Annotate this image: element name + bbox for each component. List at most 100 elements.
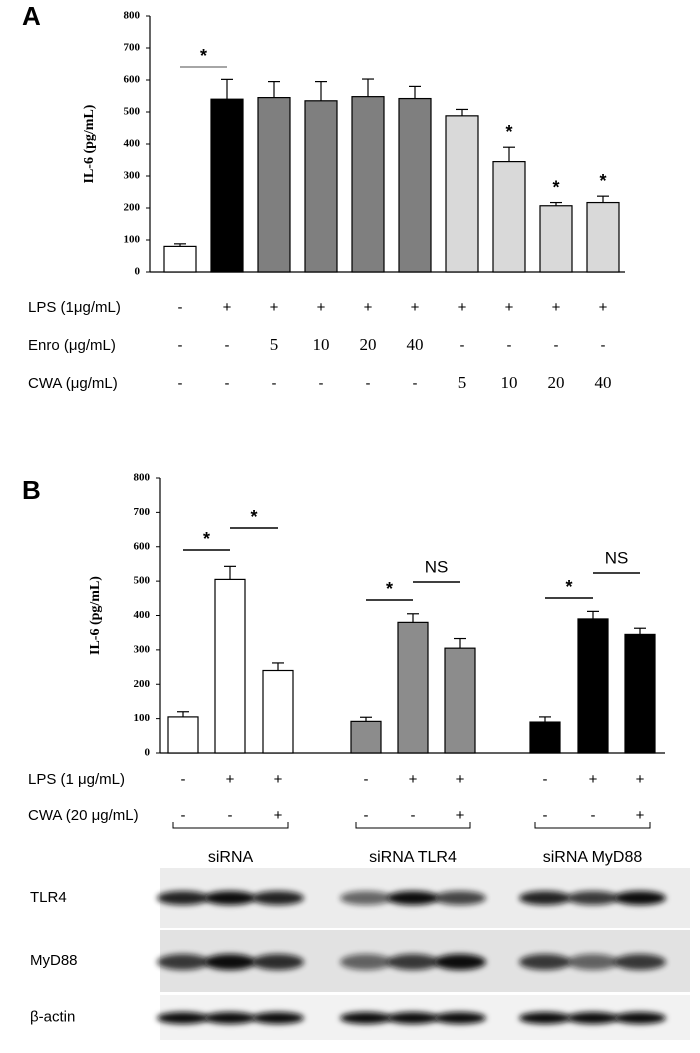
y-tick-label: 700 — [124, 42, 141, 54]
condition-value: - — [319, 375, 324, 392]
significance-mark: * — [250, 507, 257, 527]
condition-value: - — [364, 807, 369, 824]
condition-value: - — [272, 375, 277, 392]
blot-band — [340, 1012, 392, 1024]
group-label: siRNA — [208, 849, 254, 866]
blot-band — [614, 954, 666, 970]
condition-value: + — [636, 807, 645, 824]
significance-mark: * — [505, 122, 512, 142]
significance-mark: * — [200, 46, 207, 66]
y-tick-label: 100 — [134, 712, 151, 724]
blot-band — [252, 954, 304, 970]
blot-label: MyD88 — [30, 952, 78, 969]
blot-band — [567, 891, 619, 905]
y-tick-label: 100 — [124, 234, 141, 246]
condition-value: - — [228, 807, 233, 824]
condition-value: 5 — [458, 373, 467, 392]
y-tick-label: 0 — [145, 747, 151, 759]
condition-value: 10 — [501, 373, 518, 392]
y-tick-label: 400 — [124, 138, 141, 150]
condition-value: + — [458, 299, 467, 316]
y-tick-label: 800 — [134, 472, 151, 484]
panel-label: B — [22, 475, 41, 505]
group-label: siRNA TLR4 — [369, 849, 457, 866]
blot-band — [434, 954, 486, 970]
blot-band — [387, 891, 439, 905]
bar — [445, 115, 479, 273]
condition-value: 20 — [548, 373, 565, 392]
blot-band — [252, 891, 304, 905]
condition-value: + — [636, 771, 645, 788]
condition-value: + — [411, 299, 420, 316]
condition-label: CWA (20 μg/mL) — [28, 807, 139, 824]
blot-band — [387, 1012, 439, 1024]
blot-band — [567, 1012, 619, 1024]
blot-label: β-actin — [30, 1008, 75, 1025]
significance-mark: NS — [605, 548, 629, 567]
condition-value: 20 — [360, 335, 377, 354]
blot-band — [519, 1012, 571, 1024]
y-tick-label: 700 — [134, 506, 151, 518]
condition-value: - — [460, 337, 465, 354]
condition-value: + — [270, 299, 279, 316]
significance-mark: * — [552, 177, 559, 197]
condition-value: - — [181, 771, 186, 788]
condition-value: - — [178, 299, 183, 316]
blot-band — [157, 891, 209, 905]
blot-band — [519, 954, 571, 970]
y-tick-label: 300 — [134, 643, 151, 655]
bar — [397, 621, 429, 754]
y-tick-label: 800 — [124, 10, 141, 22]
group-brace — [355, 822, 471, 829]
y-axis-label: IL-6 (pg/mL) — [82, 104, 97, 183]
condition-value: - — [554, 337, 559, 354]
bar — [539, 205, 573, 273]
bar — [262, 669, 294, 754]
y-tick-label: 500 — [134, 575, 151, 587]
condition-value: + — [226, 771, 235, 788]
blot-band — [340, 891, 392, 905]
significance-mark: * — [599, 171, 606, 191]
condition-value: - — [413, 375, 418, 392]
blot-band — [614, 891, 666, 905]
bar — [304, 100, 338, 273]
condition-value: - — [181, 807, 186, 824]
condition-value: + — [599, 299, 608, 316]
condition-value: + — [274, 807, 283, 824]
bar — [257, 96, 291, 273]
significance-mark: NS — [425, 557, 449, 576]
bar — [398, 97, 432, 273]
y-tick-label: 300 — [124, 170, 141, 182]
condition-value: - — [591, 807, 596, 824]
condition-value: 5 — [270, 335, 279, 354]
blot-band — [252, 1012, 304, 1024]
bar — [577, 618, 609, 754]
condition-label: LPS (1 μg/mL) — [28, 771, 125, 788]
condition-value: + — [552, 299, 561, 316]
blot-band — [567, 954, 619, 970]
bar — [163, 245, 197, 273]
condition-value: 40 — [407, 335, 424, 354]
condition-value: - — [178, 337, 183, 354]
bar — [350, 720, 382, 754]
group-brace — [534, 822, 651, 829]
blot-band — [614, 1012, 666, 1024]
blot-band — [204, 891, 256, 905]
bar — [624, 633, 656, 754]
bar — [492, 161, 526, 273]
bar — [214, 578, 246, 754]
blot-band — [157, 954, 209, 970]
blot-band — [434, 891, 486, 905]
y-tick-label: 500 — [124, 106, 141, 118]
bar — [444, 647, 476, 754]
blot-band — [519, 891, 571, 905]
y-tick-label: 600 — [124, 74, 141, 86]
blot-band — [204, 954, 256, 970]
condition-value: - — [225, 337, 230, 354]
significance-mark: * — [203, 529, 210, 549]
bar — [586, 201, 620, 273]
group-label: siRNA MyD88 — [543, 849, 643, 866]
bar — [167, 716, 199, 754]
blot-band — [204, 1012, 256, 1024]
